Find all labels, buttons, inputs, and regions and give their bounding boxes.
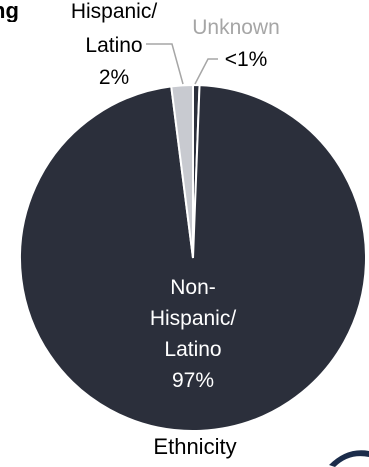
chart-title: Ethnicity (153, 434, 237, 459)
leader-line-hispanic (146, 43, 184, 85)
slice-label-non-hispanic: Latino (164, 338, 221, 361)
slice-label-unknown: Unknown (192, 16, 280, 39)
header-fragment: ng (0, 0, 19, 22)
slice-label-hispanic: Latino (85, 34, 142, 57)
slice-label-non-hispanic: Hispanic/ (150, 307, 237, 330)
pie-slice (170, 83, 194, 259)
slice-label-non-hispanic: Non- (170, 276, 216, 299)
slice-label-non-hispanic: 97% (172, 369, 214, 392)
decorative-swoosh-icon (329, 450, 369, 467)
leader-line-unknown (194, 58, 218, 85)
slice-label-hispanic: 2% (99, 66, 129, 89)
slice-value-unknown: <1% (225, 48, 268, 71)
slice-label-hispanic: Hispanic/ (71, 0, 158, 23)
